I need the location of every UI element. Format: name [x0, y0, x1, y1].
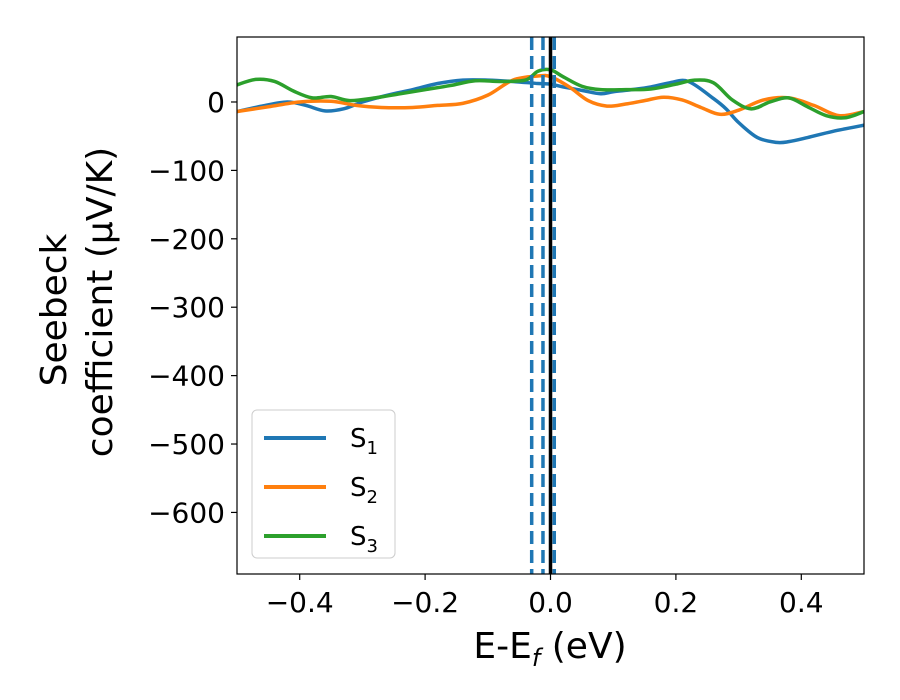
y-axis-ticks: 0 −100 −200 −300 −400 −500 −600 — [148, 86, 237, 529]
legend-label-s3: S3 — [350, 522, 378, 557]
y-tick-label: −100 — [148, 154, 225, 187]
y-tick-label: −300 — [148, 291, 225, 324]
x-tick-label: 0.4 — [779, 586, 824, 619]
x-axis-title-suffix: (eV) — [540, 626, 626, 667]
x-tick-label: −0.2 — [391, 586, 459, 619]
y-axis-title: Seebeck coefficient (μV/K) — [34, 147, 121, 457]
legend: S1 S2 S3 — [251, 409, 396, 559]
x-axis-title: E-Ef (eV) — [473, 626, 626, 672]
x-tick-label: 0.2 — [654, 586, 699, 619]
legend-label-s1: S1 — [350, 424, 378, 459]
x-axis-title-main: E-E — [473, 626, 531, 667]
legend-box — [251, 409, 396, 559]
series-layer — [237, 67, 864, 145]
vline-layer — [529, 37, 557, 574]
legend-label-s2: S2 — [350, 473, 378, 508]
y-tick-label: −400 — [148, 360, 225, 393]
y-axis-title-line1: Seebeck — [34, 233, 75, 386]
y-tick-label: −200 — [148, 223, 225, 256]
y-axis-title-line2: coefficient (μV/K) — [80, 147, 121, 457]
x-axis-ticks: −0.4 −0.2 0.0 0.2 0.4 — [266, 574, 824, 619]
series-line-s3 — [237, 67, 864, 120]
y-tick-label: −600 — [148, 496, 225, 529]
x-tick-label: −0.4 — [266, 586, 334, 619]
x-tick-label: 0.0 — [528, 586, 573, 619]
series-line-s2 — [237, 73, 864, 118]
y-tick-label: 0 — [207, 86, 225, 119]
y-tick-label: −500 — [148, 428, 225, 461]
